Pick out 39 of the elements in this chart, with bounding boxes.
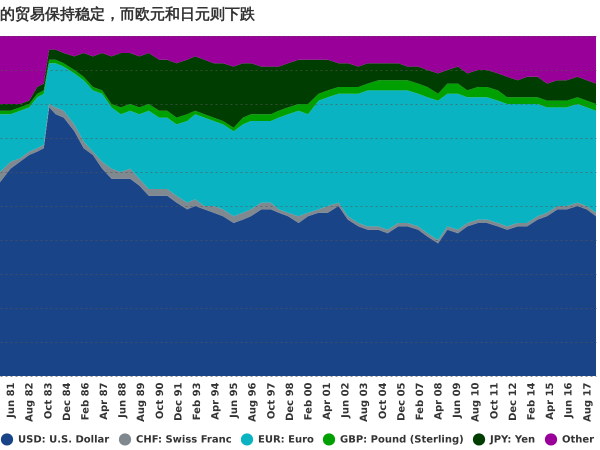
x-tick-label: Feb 00 bbox=[304, 382, 315, 420]
x-tick-label: Feb 86 bbox=[80, 382, 92, 420]
x-tick-label: Jun 81 bbox=[6, 382, 18, 419]
x-tick-label: Apr 01 bbox=[322, 382, 334, 420]
x-tick-label: Dec 98 bbox=[284, 382, 296, 421]
x-tick-label: Aug 82 bbox=[24, 382, 36, 422]
x-tick-label: Dec 91 bbox=[173, 382, 184, 421]
x-tick-label: Aug 96 bbox=[248, 382, 259, 422]
legend-label: Other bbox=[562, 434, 594, 446]
x-tick-label: Aug 03 bbox=[359, 382, 370, 422]
x-tick-label: Oct 83 bbox=[43, 382, 54, 420]
x-tick-label: Aug 10 bbox=[470, 382, 482, 422]
x-tick-label: Jun 88 bbox=[118, 382, 129, 419]
legend-label: JPY: Yen bbox=[489, 434, 536, 446]
x-tick-label: Dec 84 bbox=[62, 382, 73, 421]
x-tick-label: Jun 02 bbox=[340, 382, 352, 419]
x-tick-label: Jun 09 bbox=[452, 382, 464, 419]
legend-label: USD: U.S. Dollar bbox=[18, 434, 110, 446]
x-tick-label: Apr 87 bbox=[99, 382, 110, 420]
legend-label: GBP: Pound (Sterling) bbox=[340, 434, 464, 446]
x-tick-label: Oct 90 bbox=[154, 382, 166, 420]
x-tick-label: Oct 97 bbox=[266, 382, 278, 420]
x-tick-label: Apr 08 bbox=[434, 382, 445, 420]
x-tick-label: Feb 07 bbox=[415, 382, 426, 420]
x-tick-label: Aug 89 bbox=[136, 382, 148, 422]
x-tick-label: Aug 17 bbox=[582, 382, 594, 422]
x-tick-label: Feb 93 bbox=[192, 382, 204, 420]
x-tick-label: Oct 11 bbox=[489, 382, 500, 420]
x-tick-label: Dec 05 bbox=[396, 382, 408, 421]
legend-label: CHF: Swiss Franc bbox=[136, 434, 232, 446]
x-tick-label: Dec 12 bbox=[508, 382, 519, 421]
legend-label: EUR: Euro bbox=[258, 434, 314, 446]
x-tick-label: Jun 95 bbox=[229, 382, 240, 419]
x-tick-label: Jun 16 bbox=[564, 382, 575, 419]
x-tick-label: Apr 94 bbox=[210, 382, 222, 420]
x-tick-label: Feb 14 bbox=[526, 382, 538, 420]
x-tick-label: Apr 15 bbox=[545, 382, 556, 420]
chart-title: 的贸易保持稳定，而欧元和日元则下跌 bbox=[0, 5, 256, 23]
x-tick-label: Oct 04 bbox=[378, 382, 389, 420]
